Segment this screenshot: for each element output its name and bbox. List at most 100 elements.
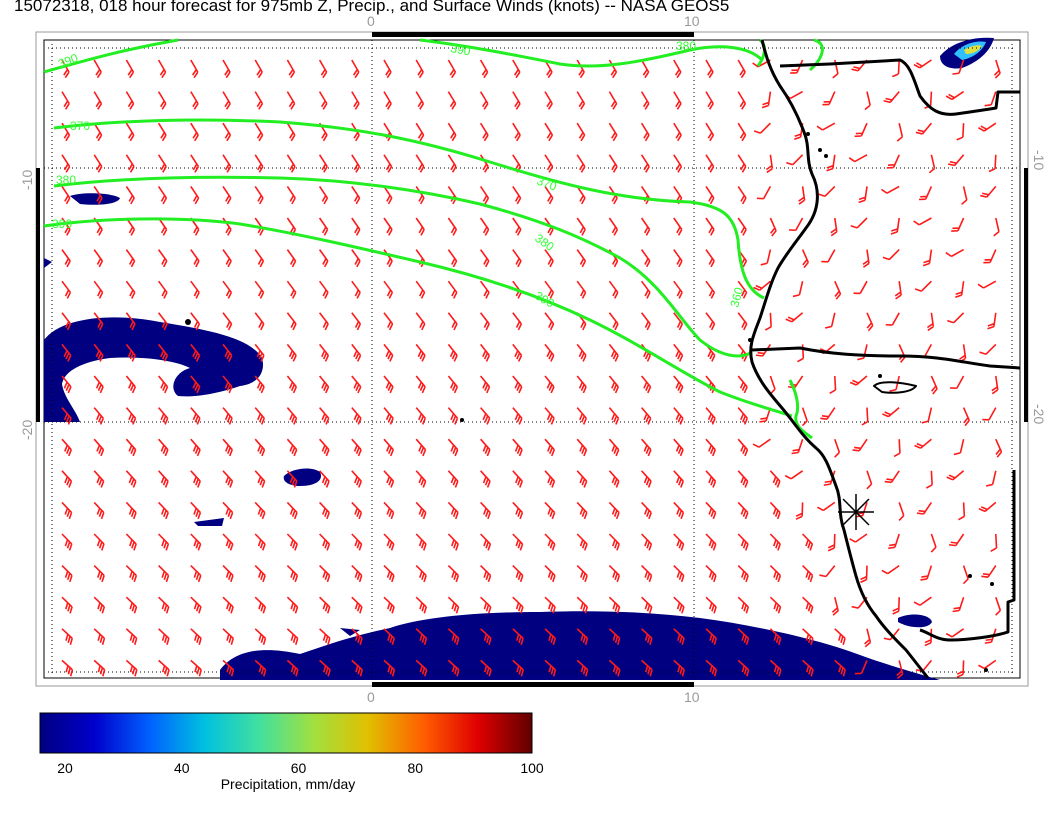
wind-barb xyxy=(222,565,234,583)
wind-barbs xyxy=(61,59,1003,679)
wind-barb xyxy=(286,343,297,362)
wind-barb xyxy=(673,501,685,520)
precip-area-small-3 xyxy=(70,193,120,205)
wind-barb xyxy=(673,343,684,362)
wind-barb xyxy=(157,249,168,268)
wind-barb xyxy=(802,628,814,645)
wind-barb xyxy=(961,186,968,205)
wind-barb xyxy=(798,186,806,205)
wind-barb xyxy=(351,628,363,645)
contour-label: 390 xyxy=(449,41,471,58)
wind-barb xyxy=(544,659,557,677)
wind-barb xyxy=(953,439,965,456)
wind-barb xyxy=(61,154,71,173)
wind-barb xyxy=(61,185,71,205)
wind-barb xyxy=(158,501,169,520)
wind-barb xyxy=(415,375,426,394)
wind-barb xyxy=(576,154,586,173)
lat-label-left-neg10: -10 xyxy=(19,170,35,190)
wind-barb xyxy=(544,249,554,268)
wind-barb xyxy=(190,438,201,457)
wind-barb xyxy=(576,280,587,299)
wind-barb xyxy=(990,533,998,552)
island xyxy=(748,338,752,342)
wind-barb xyxy=(829,375,837,394)
wind-barb xyxy=(641,659,653,677)
wind-barb xyxy=(447,249,458,268)
wind-barb xyxy=(817,501,836,512)
wind-barb xyxy=(950,375,965,390)
wind-barb xyxy=(995,596,1002,616)
wind-barb xyxy=(93,659,106,677)
wind-barb xyxy=(640,154,650,173)
wind-barb xyxy=(383,438,394,457)
wind-barb xyxy=(351,596,363,614)
wind-barb xyxy=(61,501,73,520)
wind-barb xyxy=(737,343,748,362)
wind-barb xyxy=(190,59,199,79)
wind-barb xyxy=(892,597,900,615)
island xyxy=(968,574,972,578)
wind-barb xyxy=(824,312,836,329)
wind-barb xyxy=(415,59,424,79)
contour-label: 370 xyxy=(70,119,90,133)
wind-barb xyxy=(415,280,426,299)
wind-barb xyxy=(802,565,814,583)
wind-barb xyxy=(190,343,201,362)
wind-barb xyxy=(125,565,138,583)
wind-barb xyxy=(673,217,683,236)
wind-barb xyxy=(512,185,522,205)
wind-barb xyxy=(951,217,965,232)
lat-label-right-neg20: -20 xyxy=(1031,404,1047,424)
precip-area-small-2 xyxy=(194,518,224,526)
colorbar-tick-label: 100 xyxy=(520,760,544,776)
wind-barb xyxy=(576,122,586,142)
wind-barb xyxy=(61,343,72,362)
wind-barb xyxy=(254,249,265,268)
wind-barb xyxy=(544,185,554,205)
wind-barb xyxy=(479,91,489,110)
wind-barb xyxy=(286,91,296,110)
wind-barb xyxy=(641,628,653,645)
wind-barb xyxy=(125,501,137,520)
wind-barb xyxy=(318,280,329,299)
wind-barb xyxy=(752,438,771,448)
island xyxy=(185,319,191,325)
colorbar-tick-label: 60 xyxy=(291,760,307,776)
axis-bar-right xyxy=(1024,168,1028,422)
wind-barb xyxy=(881,564,900,575)
island xyxy=(818,148,822,152)
wind-barb xyxy=(125,122,135,142)
wind-barb xyxy=(190,407,201,425)
wind-barb xyxy=(705,122,715,142)
island xyxy=(806,132,810,136)
wind-barb xyxy=(925,470,933,489)
wind-barb xyxy=(862,249,870,268)
wind-barb xyxy=(254,343,265,362)
wind-barb xyxy=(640,312,651,331)
wind-barb xyxy=(286,596,299,614)
wind-barb xyxy=(319,533,331,551)
wind-barb xyxy=(705,343,716,362)
wind-barb xyxy=(893,439,901,458)
wind-barb xyxy=(947,154,965,167)
wind-barb xyxy=(383,628,396,645)
wind-barb xyxy=(512,533,524,551)
wind-barb xyxy=(318,438,330,457)
wind-barb xyxy=(383,470,395,488)
contour-line-5 xyxy=(43,217,793,418)
wind-barb xyxy=(286,501,298,520)
precip-area-west xyxy=(44,317,264,422)
wind-barb xyxy=(318,217,329,236)
wind-barb xyxy=(830,217,838,237)
wind-barb xyxy=(866,470,873,490)
wind-barb xyxy=(415,565,427,583)
wind-barb xyxy=(608,533,620,551)
wind-barb xyxy=(920,565,933,581)
wind-barb xyxy=(286,407,298,425)
wind-barb xyxy=(190,249,200,268)
wind-barb xyxy=(641,533,653,551)
wind-barb xyxy=(849,375,868,386)
wind-barb xyxy=(985,470,997,487)
wind-barb xyxy=(383,154,393,173)
